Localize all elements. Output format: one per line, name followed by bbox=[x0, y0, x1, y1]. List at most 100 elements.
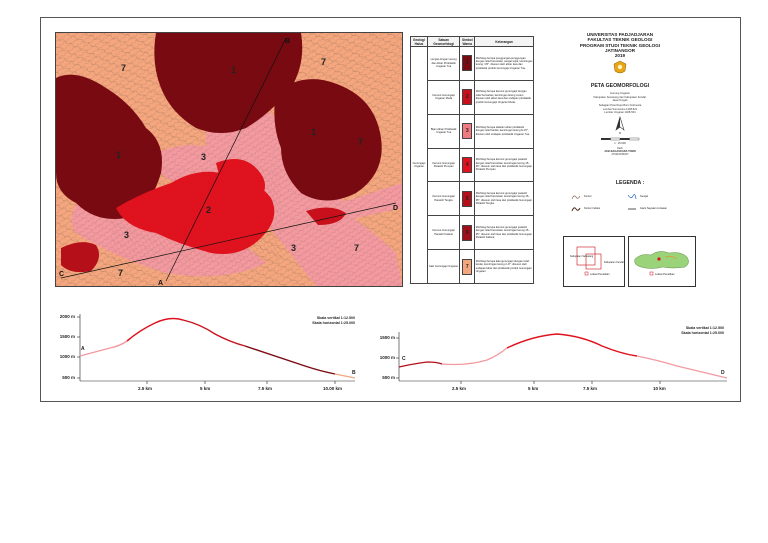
legend-title: LEGENDA : bbox=[615, 180, 645, 186]
legend-description: Morfologi berupa punggungan-punggungan d… bbox=[474, 46, 534, 81]
legend-row: Kerucut Gunungapi Parasitir Pumpan 4 Morfo… bbox=[411, 147, 534, 183]
author-label: Oleh: bbox=[616, 146, 624, 150]
legend-unit-name: Lengan-lengan Lereng dan Aliran Piroklas… bbox=[426, 46, 461, 81]
profile-cd-x-tick-5: 5 km bbox=[528, 386, 539, 391]
campus-name: JATINANGOR bbox=[604, 47, 636, 53]
legend-color-swatch: 4 bbox=[462, 156, 473, 173]
legend-color-swatch: 7 bbox=[462, 258, 473, 275]
legend-symbol-cell: 6 bbox=[459, 215, 476, 251]
index-map-regional-drawing bbox=[576, 246, 602, 276]
legend-unit-name: Kerucut Gunungapi Parasitir Kalisuk bbox=[426, 215, 461, 251]
profile-cd-start-label: C bbox=[402, 356, 406, 362]
svg-text:3: 3 bbox=[124, 230, 129, 240]
legend-item-river: Sungai bbox=[640, 195, 649, 198]
profile-ab-x-tick-7-5: 7.5 km bbox=[258, 386, 273, 391]
legend-item-section-line: Garis Sayatan Lintasan bbox=[640, 207, 667, 210]
legend-color-swatch: 1 bbox=[462, 55, 473, 72]
legend-color-swatch: 3 bbox=[462, 123, 473, 140]
area-line-2: Kabupaten Semarang dan Kabupaten Kendal, bbox=[593, 95, 647, 99]
profile-ab-y-tick-500: 500 m bbox=[62, 375, 75, 380]
legend-unit-name: Kerucut Gunungapi Parasitir Tengku bbox=[426, 181, 461, 217]
profile-ab-drawing bbox=[77, 314, 356, 384]
year: 2019 bbox=[614, 53, 626, 59]
legend-color-swatch: 6 bbox=[462, 224, 473, 241]
svg-text:D: D bbox=[393, 205, 398, 212]
legend-unit-name: Kerucut Gunungapi Parasitir Pumpan bbox=[426, 147, 461, 183]
reference-line-3: Lembar Ungaran 1408-534 bbox=[604, 110, 636, 114]
index-contour-symbol-icon bbox=[571, 207, 581, 212]
legend-item-index-contour: Kontur Indeks bbox=[584, 207, 601, 210]
profile-cd-drawing bbox=[396, 332, 728, 384]
legend-symbol-cell: 5 bbox=[459, 181, 476, 217]
svg-text:3: 3 bbox=[201, 152, 206, 162]
col-header-geology: Geologi Halus bbox=[410, 36, 428, 47]
legend-color-swatch: 2 bbox=[462, 89, 473, 106]
index-map-province-drawing bbox=[634, 251, 689, 276]
profile-ab-x-tick-10: 10.00 km bbox=[323, 386, 343, 391]
geomorphology-legend-table: Geologi Halus Satuan Geomorfologi Simbol… bbox=[410, 36, 534, 284]
section-line-cd[interactable] bbox=[60, 202, 397, 279]
legend-description: Morfologi berupa kerucut gunungapi denga… bbox=[474, 79, 534, 115]
legend-description: Morfologi berupa dataran aliran piroklas… bbox=[474, 113, 534, 149]
profile-cd-y-tick-500: 500 m bbox=[382, 375, 395, 380]
svg-text:7: 7 bbox=[358, 137, 363, 147]
col-header-symbol: Simbol Warna bbox=[459, 36, 476, 47]
legend-symbol-cell: 4 bbox=[459, 147, 476, 183]
svg-text:2: 2 bbox=[206, 205, 211, 215]
profile-cd-scale: Skala vertikal 1:12.500 Skala horizontal… bbox=[644, 326, 724, 335]
profile-ab-scale-horizontal: Skala horizontal 1:25.000 bbox=[312, 320, 355, 325]
profile-ab-x-tick-2-5: 2.5 km bbox=[138, 386, 153, 391]
index-sub-label-2: Kabupaten Kendal bbox=[604, 261, 624, 264]
river-symbol-icon bbox=[627, 194, 637, 200]
legend-symbol-cell: 1 bbox=[459, 46, 476, 81]
geomorphology-map[interactable]: 7 7 7 7 7 1 1 1 3 3 3 2 A B C D bbox=[55, 32, 403, 287]
index-sub-label-1: Kabupaten Semarang bbox=[570, 255, 594, 258]
profile-ab-end-label: B bbox=[352, 370, 356, 376]
section-line-ab[interactable] bbox=[165, 37, 287, 282]
profile-cd-x-tick-10: 10 km bbox=[653, 386, 666, 391]
index-map-left-label: Lokasi Penelitian bbox=[590, 273, 610, 276]
university-name: UNIVERSITAS PADJADJARAN bbox=[586, 32, 654, 37]
svg-text:7: 7 bbox=[121, 63, 126, 73]
svg-text:7: 7 bbox=[321, 57, 326, 67]
unit-parasite-southwest bbox=[61, 242, 100, 273]
svg-text:1: 1 bbox=[311, 127, 316, 137]
profile-ab-scale: Skala vertikal 1:12.500 Skala horizontal… bbox=[275, 316, 355, 325]
svg-text:1: 1 bbox=[231, 65, 236, 75]
profile-cd: 1500 m 1000 m 500 m 2.5 km 5 km 7.5 km 1… bbox=[372, 322, 732, 396]
legend-row: Bijan Aliran Piroklastik Ungaran Tua 3 Mor… bbox=[411, 113, 534, 149]
scale-text: 1 : 25.000 bbox=[614, 141, 626, 145]
profile-ab-scale-vertical: Skala vertikal 1:12.500 bbox=[316, 316, 355, 320]
legend-row: Kerucut Gunungapi Ungaran Muda 2 Morfologi… bbox=[411, 79, 534, 115]
index-map-province: Lokasi Penelitian bbox=[628, 236, 696, 287]
legend-symbol-cell: 3 bbox=[459, 113, 476, 149]
legend-color-swatch: 5 bbox=[462, 190, 473, 207]
svg-text:A: A bbox=[158, 280, 163, 286]
profile-cd-y-tick-1500: 1500 m bbox=[379, 335, 395, 340]
legend-symbol-cell: 7 bbox=[459, 249, 476, 284]
author-name: JASI BAGASKARA TOMO bbox=[604, 150, 636, 154]
area-line-1: Gunung Ungaran bbox=[610, 92, 630, 96]
col-header-description: Keterangan bbox=[474, 36, 534, 47]
col-header-unit: Satuan Geomorfologi bbox=[426, 36, 461, 47]
map-title: PETA GEOMORFOLOGI bbox=[590, 83, 650, 90]
legend-description: Morfologi berupa kerucut gunungapi paras… bbox=[474, 147, 534, 183]
reference-line-2: Lembar Sumowono 1408-521 bbox=[602, 107, 638, 111]
section-line-symbol-icon bbox=[628, 208, 636, 210]
map-canvas: 7 7 7 7 7 1 1 1 3 3 3 2 A B C D bbox=[56, 33, 402, 286]
north-label: U bbox=[619, 132, 621, 136]
index-map-regional: Kabupaten Semarang Kabupaten Kendal Loka… bbox=[563, 236, 625, 287]
profile-cd-x-tick-2-5: 2.5 km bbox=[452, 386, 467, 391]
profile-ab-start-label: A bbox=[81, 346, 85, 352]
profile-cd-end-label: D bbox=[721, 370, 725, 376]
legend-unit-name: Kaki Gunungapi Ungaran bbox=[426, 249, 461, 284]
legend-group-label: Gunungapi Ungaran bbox=[410, 46, 428, 284]
area-line-3: Jawa Tengah bbox=[612, 99, 628, 103]
legend-unit-name: Bijan Aliran Piroklastik Ungaran Tua bbox=[426, 113, 461, 149]
svg-text:7: 7 bbox=[118, 268, 123, 278]
symbol-legend: LEGENDA : Kontur Sungai Kontur Indeks Ga… bbox=[565, 180, 695, 225]
profile-ab-y-tick-1000: 1000 m bbox=[59, 354, 75, 359]
legend-row: Kerucut Gunungapi Parasitir Tengku 5 Morfo… bbox=[411, 181, 534, 217]
profile-cd-scale-horizontal: Skala horizontal 1:25.000 bbox=[681, 330, 724, 335]
contour-symbol-icon bbox=[571, 195, 581, 200]
